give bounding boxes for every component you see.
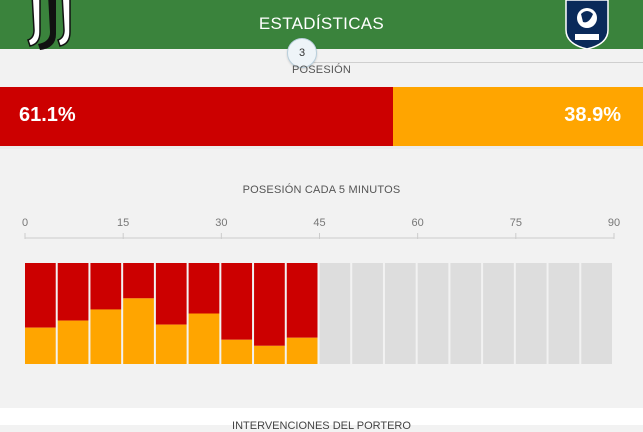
home-possession-bar: [155, 263, 187, 325]
atalanta-logo-icon: [565, 0, 609, 49]
home-possession-bar: [221, 263, 253, 340]
home-possession-bar: [188, 263, 220, 314]
stats-header: ESTADÍSTICAS: [0, 0, 643, 50]
axis-tick-label: 90: [608, 217, 620, 229]
axis-tick-label: 0: [22, 217, 28, 229]
empty-interval-bar: [352, 263, 383, 364]
empty-interval-bar: [581, 263, 612, 364]
possession-label: POSESIÓN: [291, 64, 352, 76]
away-possession-bar: [286, 337, 318, 364]
empty-interval-bar: [515, 263, 547, 364]
away-possession-bar: [188, 313, 220, 364]
empty-interval-bar: [417, 263, 449, 364]
away-possession-bar: [155, 324, 187, 364]
home-possession-bar: [90, 263, 122, 310]
empty-interval-bar: [450, 263, 482, 364]
empty-interval-bar: [319, 263, 351, 364]
axis-tick-label: 60: [412, 217, 424, 229]
header-underline: [298, 62, 643, 63]
notification-badge[interactable]: 3: [287, 38, 317, 68]
home-possession-bar: [286, 263, 318, 338]
next-section-panel: INTERVENCIONES DEL PORTERO: [0, 408, 643, 432]
home-possession-bar: [25, 263, 56, 328]
home-possession-bar: [254, 263, 285, 346]
possession-bar: 61.1% 38.9%: [0, 87, 643, 146]
axis-tick-label: 45: [313, 217, 325, 229]
home-possession-bar: [57, 263, 89, 321]
minutes-axis: 0 15 30 45 60 75 90: [22, 217, 620, 239]
away-possession-bar: [25, 327, 56, 364]
possession-interval-chart: [25, 263, 612, 364]
possession-home-value: 61.1%: [19, 104, 76, 126]
axis-tick-label: 30: [215, 217, 227, 229]
away-possession-bar: [90, 309, 122, 364]
axis-tick-label: 75: [510, 217, 522, 229]
possession-away-value: 38.9%: [564, 104, 621, 126]
possession-home-segment: 61.1%: [0, 87, 393, 146]
away-possession-bar: [254, 345, 285, 364]
juventus-logo-icon: [27, 0, 71, 50]
home-possession-bar: [123, 263, 154, 299]
away-possession-bar: [57, 320, 89, 364]
axis-tick-label: 15: [117, 217, 129, 229]
next-section-label: INTERVENCIONES DEL PORTERO: [232, 420, 411, 432]
empty-interval-bar: [548, 263, 580, 364]
empty-interval-bar: [384, 263, 416, 364]
away-possession-bar: [221, 339, 253, 364]
away-possession-bar: [123, 298, 154, 364]
chart-title: POSESIÓN CADA 5 MINUTOS: [242, 184, 401, 196]
possession-away-segment: 38.9%: [392, 87, 643, 146]
page-title: ESTADÍSTICAS: [258, 14, 385, 33]
empty-interval-bar: [483, 263, 514, 364]
section-divider: [0, 146, 643, 149]
